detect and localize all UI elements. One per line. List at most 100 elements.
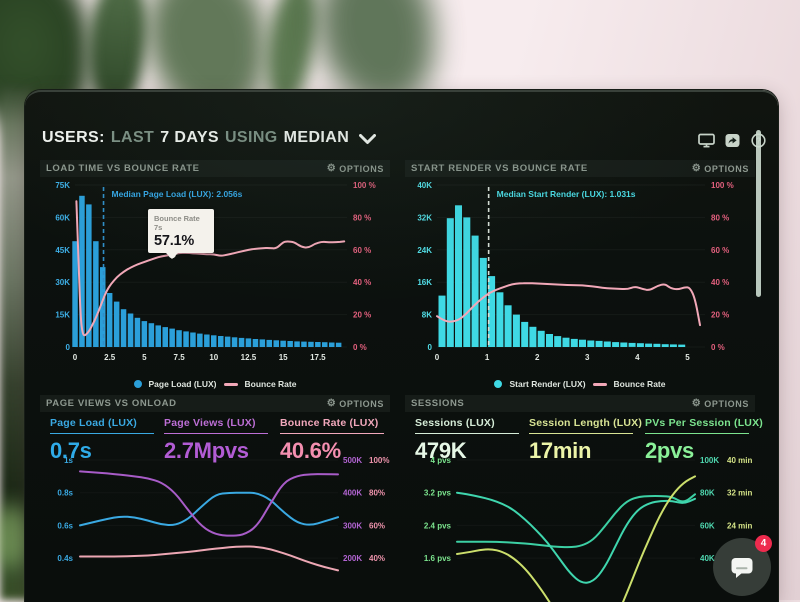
metric-value: 0.7s [50,438,92,463]
header-segment: USERS: [42,129,105,146]
share-icon[interactable] [723,132,741,148]
svg-text:4 pvs: 4 pvs [431,456,452,465]
panel-title: START RENDER VS BOUNCE RATE [411,163,588,174]
page-views-chart[interactable]: 1s 500K 100% 0.8s 400K 80% 0.6s 300K 60% 0.4s 200K… [40,450,390,602]
svg-text:0: 0 [428,343,433,352]
laptop-screen: USERS: LAST 7 DAYS USING MEDIAN ? [25,90,778,602]
svg-text:17.5: 17.5 [310,353,326,362]
svg-text:40 %: 40 % [353,278,371,287]
sessions-chart[interactable]: 4 pvs 100K 40 min 3.2 pvs 80K 32 min 2.4 pvs 60… [405,450,755,602]
metric-label: PVs Per Session (LUX) [645,417,763,434]
panel-header: START RENDER VS BOUNCE RATE ⚙ OPTIONS [405,160,755,177]
legend-label: Start Render (LUX) [509,379,586,389]
metric-bounce-rate: Bounce Rate (LUX) 40.6% [280,417,384,464]
panel-start-render: START RENDER VS BOUNCE RATE ⚙ OPTIONS 40… [405,160,755,392]
metric-value: 479K [415,438,467,463]
gear-icon: ⚙ [326,162,337,174]
legend-dot [133,380,142,388]
svg-text:0 %: 0 % [353,343,367,352]
svg-text:30K: 30K [55,278,70,287]
chevron-down-icon [359,134,377,144]
svg-text:40K: 40K [417,181,432,190]
panel-header: SESSIONS ⚙ OPTIONS [405,395,755,412]
metric-sessions: Sessions (LUX) 479K [415,417,519,464]
legend-label: Bounce Rate [613,379,666,389]
options-button[interactable]: ⚙ OPTIONS [321,398,390,410]
svg-text:5: 5 [142,353,147,362]
panel-load-time: LOAD TIME VS BOUNCE RATE ⚙ OPTIONS 75K 10… [40,160,390,392]
svg-text:32 min: 32 min [727,489,752,498]
legend-dot [494,380,503,388]
chart-tooltip: Bounce Rate 7s 57.1% [148,209,214,259]
metric-value: 2.7Mpvs [164,438,249,463]
chat-badge: 4 [755,535,772,552]
monitor-icon[interactable] [697,132,715,148]
options-label: OPTIONS [704,163,749,174]
chat-button[interactable]: 4 [713,535,772,596]
svg-text:60 %: 60 % [711,246,729,255]
vertical-scrollbar[interactable] [756,130,761,297]
options-button[interactable]: ⚙ OPTIONS [321,163,390,175]
tooltip-value: 57.1% [154,233,195,249]
svg-text:Median Start Render (LUX): 1.0: Median Start Render (LUX): 1.031s [497,189,636,199]
chat-bubble-icon [731,557,753,578]
metric-value: 17min [529,438,592,463]
svg-text:1s: 1s [64,456,73,465]
svg-text:100K: 100K [700,456,719,465]
metric-label: Sessions (LUX) [415,417,519,434]
svg-text:2.4 pvs: 2.4 pvs [424,521,452,530]
legend-dash [592,382,607,386]
svg-text:400K: 400K [343,489,362,498]
svg-text:24K: 24K [417,246,432,255]
svg-text:16K: 16K [417,278,432,287]
svg-text:32K: 32K [417,213,432,222]
metric-label: Page Load (LUX) [50,417,154,434]
svg-text:100%: 100% [369,456,389,465]
panel-title: SESSIONS [411,398,465,409]
metric-label: Page Views (LUX) [164,417,268,434]
svg-text:12.5: 12.5 [241,353,257,362]
svg-text:60 %: 60 % [353,246,371,255]
tooltip-title: Bounce Rate [154,214,200,223]
load-time-chart[interactable]: 75K 100 % 60K 80 % 45K 60 % 30K 40 % 15K 20 % 0 0 %… [40,177,390,369]
svg-text:45K: 45K [55,246,70,255]
svg-text:8K: 8K [422,311,432,320]
svg-text:80 %: 80 % [353,213,371,222]
metric-session-length: Session Length (LUX) 17min [529,417,642,464]
svg-text:4: 4 [635,353,640,362]
start-render-chart[interactable]: 40K 100 % 32K 80 % 24K 60 % 16K 40 % 8K 20 % 0 0 % 0… [405,177,755,369]
svg-text:40 %: 40 % [711,278,729,287]
options-button[interactable]: ⚙ OPTIONS [686,163,755,175]
chart-legend: Start Render (LUX) Bounce Rate [405,379,755,389]
svg-text:100 %: 100 % [353,181,376,190]
svg-text:2.5: 2.5 [104,353,116,362]
legend-label: Bounce Rate [244,379,297,389]
svg-text:300K: 300K [343,521,362,530]
svg-text:60K: 60K [700,521,715,530]
svg-text:15K: 15K [55,311,70,320]
header-segment: 7 DAYS [160,129,219,146]
metric-row: Sessions (LUX) 479K Session Length (LUX)… [405,417,763,463]
gear-icon: ⚙ [691,397,702,409]
svg-text:60%: 60% [369,521,385,530]
header-segment: LAST [110,129,155,146]
options-label: OPTIONS [704,398,749,409]
svg-text:10: 10 [209,353,218,362]
options-button[interactable]: ⚙ OPTIONS [686,398,755,410]
header-segment: USING [224,129,278,146]
users-range-dropdown[interactable]: USERS: LAST 7 DAYS USING MEDIAN [42,129,377,147]
panel-sessions: SESSIONS ⚙ OPTIONS Sessions (LUX) 479K S… [405,395,763,602]
metric-row: Page Load (LUX) 0.7s Page Views (LUX) 2.… [40,417,390,463]
header-segment: MEDIAN [283,129,350,146]
svg-text:60K: 60K [55,213,70,222]
svg-text:0 %: 0 % [711,343,725,352]
legend-dash [223,382,238,386]
svg-text:0: 0 [435,353,440,362]
svg-text:Median Page Load (LUX): 2.056s: Median Page Load (LUX): 2.056s [112,189,243,199]
svg-text:100 %: 100 % [711,181,734,190]
tooltip-subtitle: 7s [154,223,163,232]
svg-text:40K: 40K [700,554,715,563]
metric-label: Session Length (LUX) [529,417,642,434]
options-label: OPTIONS [339,163,384,174]
svg-text:2: 2 [535,353,540,362]
